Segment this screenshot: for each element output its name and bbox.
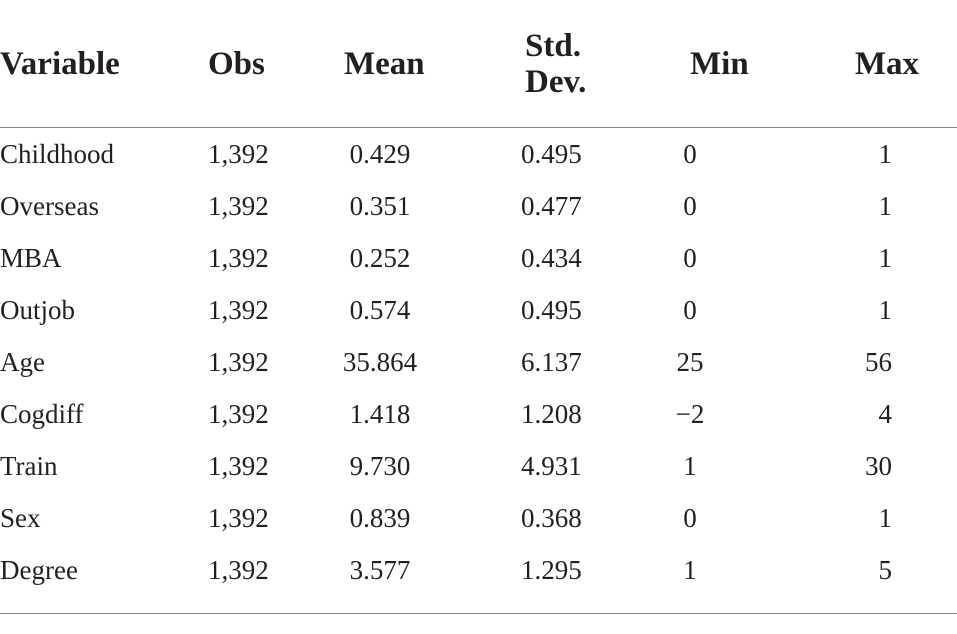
cell-min: 0 (683, 242, 697, 273)
cell-min: 1 (683, 554, 697, 585)
cell-min: 0 (683, 294, 697, 325)
cell-mean: 0.429 (349, 138, 411, 169)
table-row: Train 1,392 9.730 4.931 1 30 (0, 440, 957, 492)
cell-min: 25 (676, 346, 704, 377)
cell-variable: Degree (0, 554, 78, 585)
cell-std-dev: 6.137 (521, 346, 582, 377)
cell-max: 1 (878, 138, 893, 169)
header-std-line1: Std. (525, 27, 581, 64)
cell-std-dev: 0.495 (521, 294, 582, 325)
cell-obs: 1,392 (208, 346, 269, 377)
cell-max: 1 (878, 190, 893, 221)
cell-obs: 1,392 (208, 242, 269, 273)
cell-max: 4 (878, 398, 893, 429)
cell-variable: Sex (0, 502, 41, 533)
cell-mean: 0.574 (349, 294, 411, 325)
bottom-rule (0, 613, 957, 614)
cell-mean: 0.839 (349, 502, 411, 533)
cell-variable: Cogdiff (0, 398, 84, 429)
header-min: Min (630, 0, 835, 128)
cell-min: 0 (683, 190, 697, 221)
cell-obs: 1,392 (208, 398, 269, 429)
cell-max: 1 (878, 294, 893, 325)
table-row: Childhood 1,392 0.429 0.495 0 1 (0, 128, 957, 181)
table-row: MBA 1,392 0.252 0.434 0 1 (0, 232, 957, 284)
table-row: Degree 1,392 3.577 1.295 1 5 (0, 544, 957, 596)
cell-min: −2 (675, 398, 705, 429)
table-row: Outjob 1,392 0.574 0.495 0 1 (0, 284, 957, 336)
cell-min: 1 (683, 450, 697, 481)
cell-std-dev: 0.477 (521, 190, 582, 221)
header-row: Variable Obs Mean Std. Dev. Min Max (0, 0, 957, 128)
cell-mean: 0.252 (349, 242, 411, 273)
cell-max: 1 (878, 242, 893, 273)
table-row: Sex 1,392 0.839 0.368 0 1 (0, 492, 957, 544)
cell-std-dev: 4.931 (521, 450, 582, 481)
cell-max: 5 (878, 554, 893, 585)
table-row: Cogdiff 1,392 1.418 1.208 −2 4 (0, 388, 957, 440)
cell-mean: 3.577 (349, 554, 411, 585)
cell-variable: Train (0, 450, 58, 481)
cell-max: 56 (865, 346, 892, 377)
header-std-line2: Dev. (525, 63, 587, 100)
header-obs: Obs (190, 0, 290, 128)
table-header: Variable Obs Mean Std. Dev. Min Max (0, 0, 957, 128)
cell-variable: Age (0, 346, 45, 377)
table-row: Age 1,392 35.864 6.137 25 56 (0, 336, 957, 388)
cell-max: 30 (865, 450, 892, 481)
cell-obs: 1,392 (208, 450, 269, 481)
cell-min: 0 (683, 138, 697, 169)
cell-obs: 1,392 (208, 190, 269, 221)
cell-std-dev: 1.208 (521, 398, 582, 429)
cell-std-dev: 0.368 (521, 502, 582, 533)
header-std-dev: Std. Dev. (485, 0, 630, 128)
cell-mean: 35.864 (342, 346, 418, 377)
cell-variable: Outjob (0, 294, 76, 325)
cell-obs: 1,392 (208, 502, 269, 533)
cell-max: 1 (878, 502, 893, 533)
header-variable: Variable (0, 0, 190, 128)
cell-std-dev: 0.434 (521, 242, 582, 273)
descriptive-statistics-table: Variable Obs Mean Std. Dev. Min Max Chil… (0, 0, 957, 597)
cell-std-dev: 0.495 (521, 138, 582, 169)
cell-std-dev: 1.295 (521, 554, 582, 585)
cell-obs: 1,392 (208, 554, 269, 585)
cell-variable: Childhood (0, 138, 115, 169)
cell-obs: 1,392 (208, 294, 269, 325)
cell-min: 0 (683, 502, 697, 533)
cell-variable: Overseas (0, 190, 99, 221)
cell-mean: 1.418 (349, 398, 411, 429)
table-row: Overseas 1,392 0.351 0.477 0 1 (0, 180, 957, 232)
cell-mean: 9.730 (349, 450, 411, 481)
cell-mean: 0.351 (349, 190, 411, 221)
cell-variable: MBA (0, 242, 62, 273)
header-max: Max (835, 0, 957, 128)
header-mean: Mean (290, 0, 485, 128)
cell-obs: 1,392 (208, 138, 269, 169)
table-body: Childhood 1,392 0.429 0.495 0 1 Overseas 1,392 0… (0, 128, 957, 597)
